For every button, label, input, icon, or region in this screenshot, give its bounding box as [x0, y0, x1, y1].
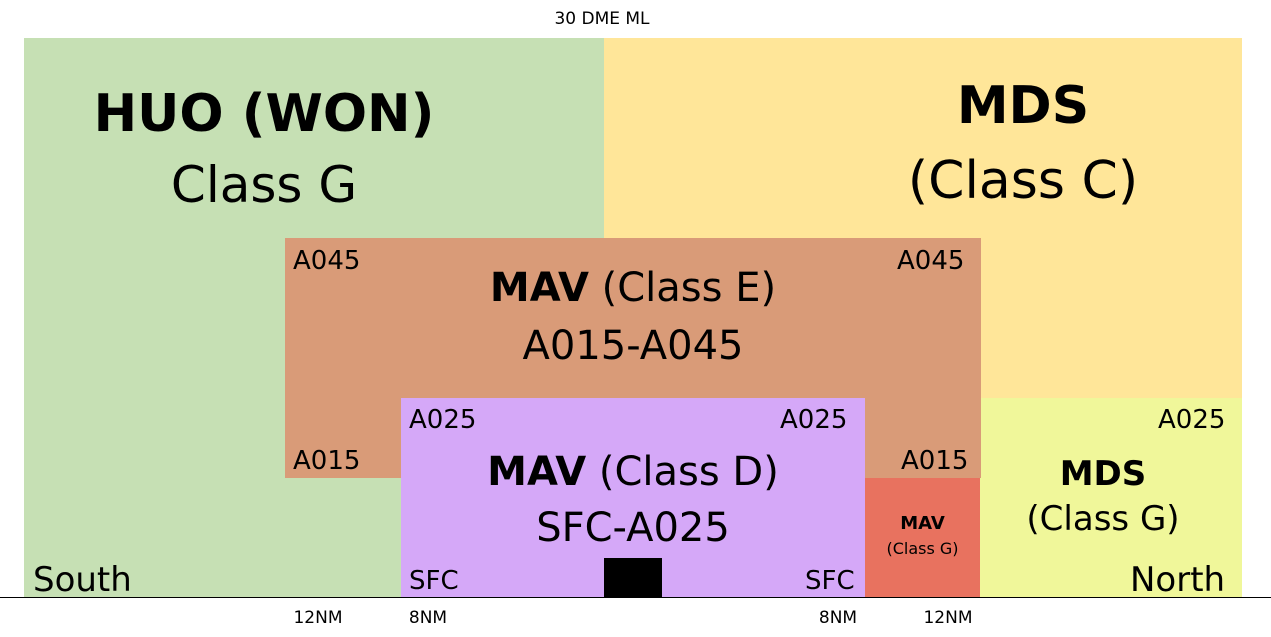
mav-d-top-right-altitude: A025 — [780, 405, 848, 435]
mav-class-g-zone — [865, 478, 980, 597]
axis-label-12nm-north: 12NM — [923, 608, 973, 628]
mav-d-name: MAV — [487, 449, 587, 495]
mds-g-class: (Class G) — [1026, 499, 1180, 539]
huo-title: HUO (WON) — [24, 88, 504, 140]
mav-d-class: (Class D) — [598, 449, 779, 495]
mav-e-class: (Class E) — [601, 265, 777, 311]
mav-d-bottom-left-altitude: SFC — [409, 566, 459, 596]
mav-g-title: MAV — [900, 513, 945, 534]
axis-label-12nm-south: 12NM — [293, 608, 343, 628]
ground-line — [0, 597, 1271, 598]
mav-e-name: MAV — [489, 265, 589, 311]
mav-d-range: SFC-A025 — [536, 505, 730, 551]
mav-e-bottom-right-altitude: A015 — [901, 446, 969, 476]
airport-block — [604, 558, 662, 597]
mds-g-title: MDS — [1059, 454, 1147, 494]
mav-g-class: (Class G) — [886, 539, 959, 558]
huo-name: HUO — [93, 84, 224, 144]
mds-c-class: (Class C) — [907, 151, 1139, 211]
axis-label-8nm-north: 8NM — [818, 608, 858, 628]
mav-e-bottom-left-altitude: A015 — [293, 446, 361, 476]
huo-alt-name: (WON) — [241, 84, 435, 144]
mav-e-top-right-altitude: A045 — [897, 246, 965, 276]
mds-c-title: MDS — [956, 76, 1090, 136]
mav-e-range: A015-A045 — [522, 323, 744, 369]
top-label: 30 DME ML — [554, 9, 650, 29]
mav-d-bottom-right-altitude: SFC — [805, 566, 855, 596]
mav-e-top-left-altitude: A045 — [293, 246, 361, 276]
huo-class: Class G — [170, 156, 358, 214]
axis-label-8nm-south: 8NM — [408, 608, 448, 628]
mds-class-g-zone — [980, 398, 1242, 597]
south-label: South — [33, 560, 132, 600]
mds-g-ceiling: A025 — [1158, 405, 1226, 435]
mav-d-title: MAV (Class D) — [433, 452, 833, 492]
mav-e-title: MAV (Class E) — [433, 268, 833, 308]
north-label: North — [1130, 560, 1226, 600]
mav-d-top-left-altitude: A025 — [409, 405, 477, 435]
